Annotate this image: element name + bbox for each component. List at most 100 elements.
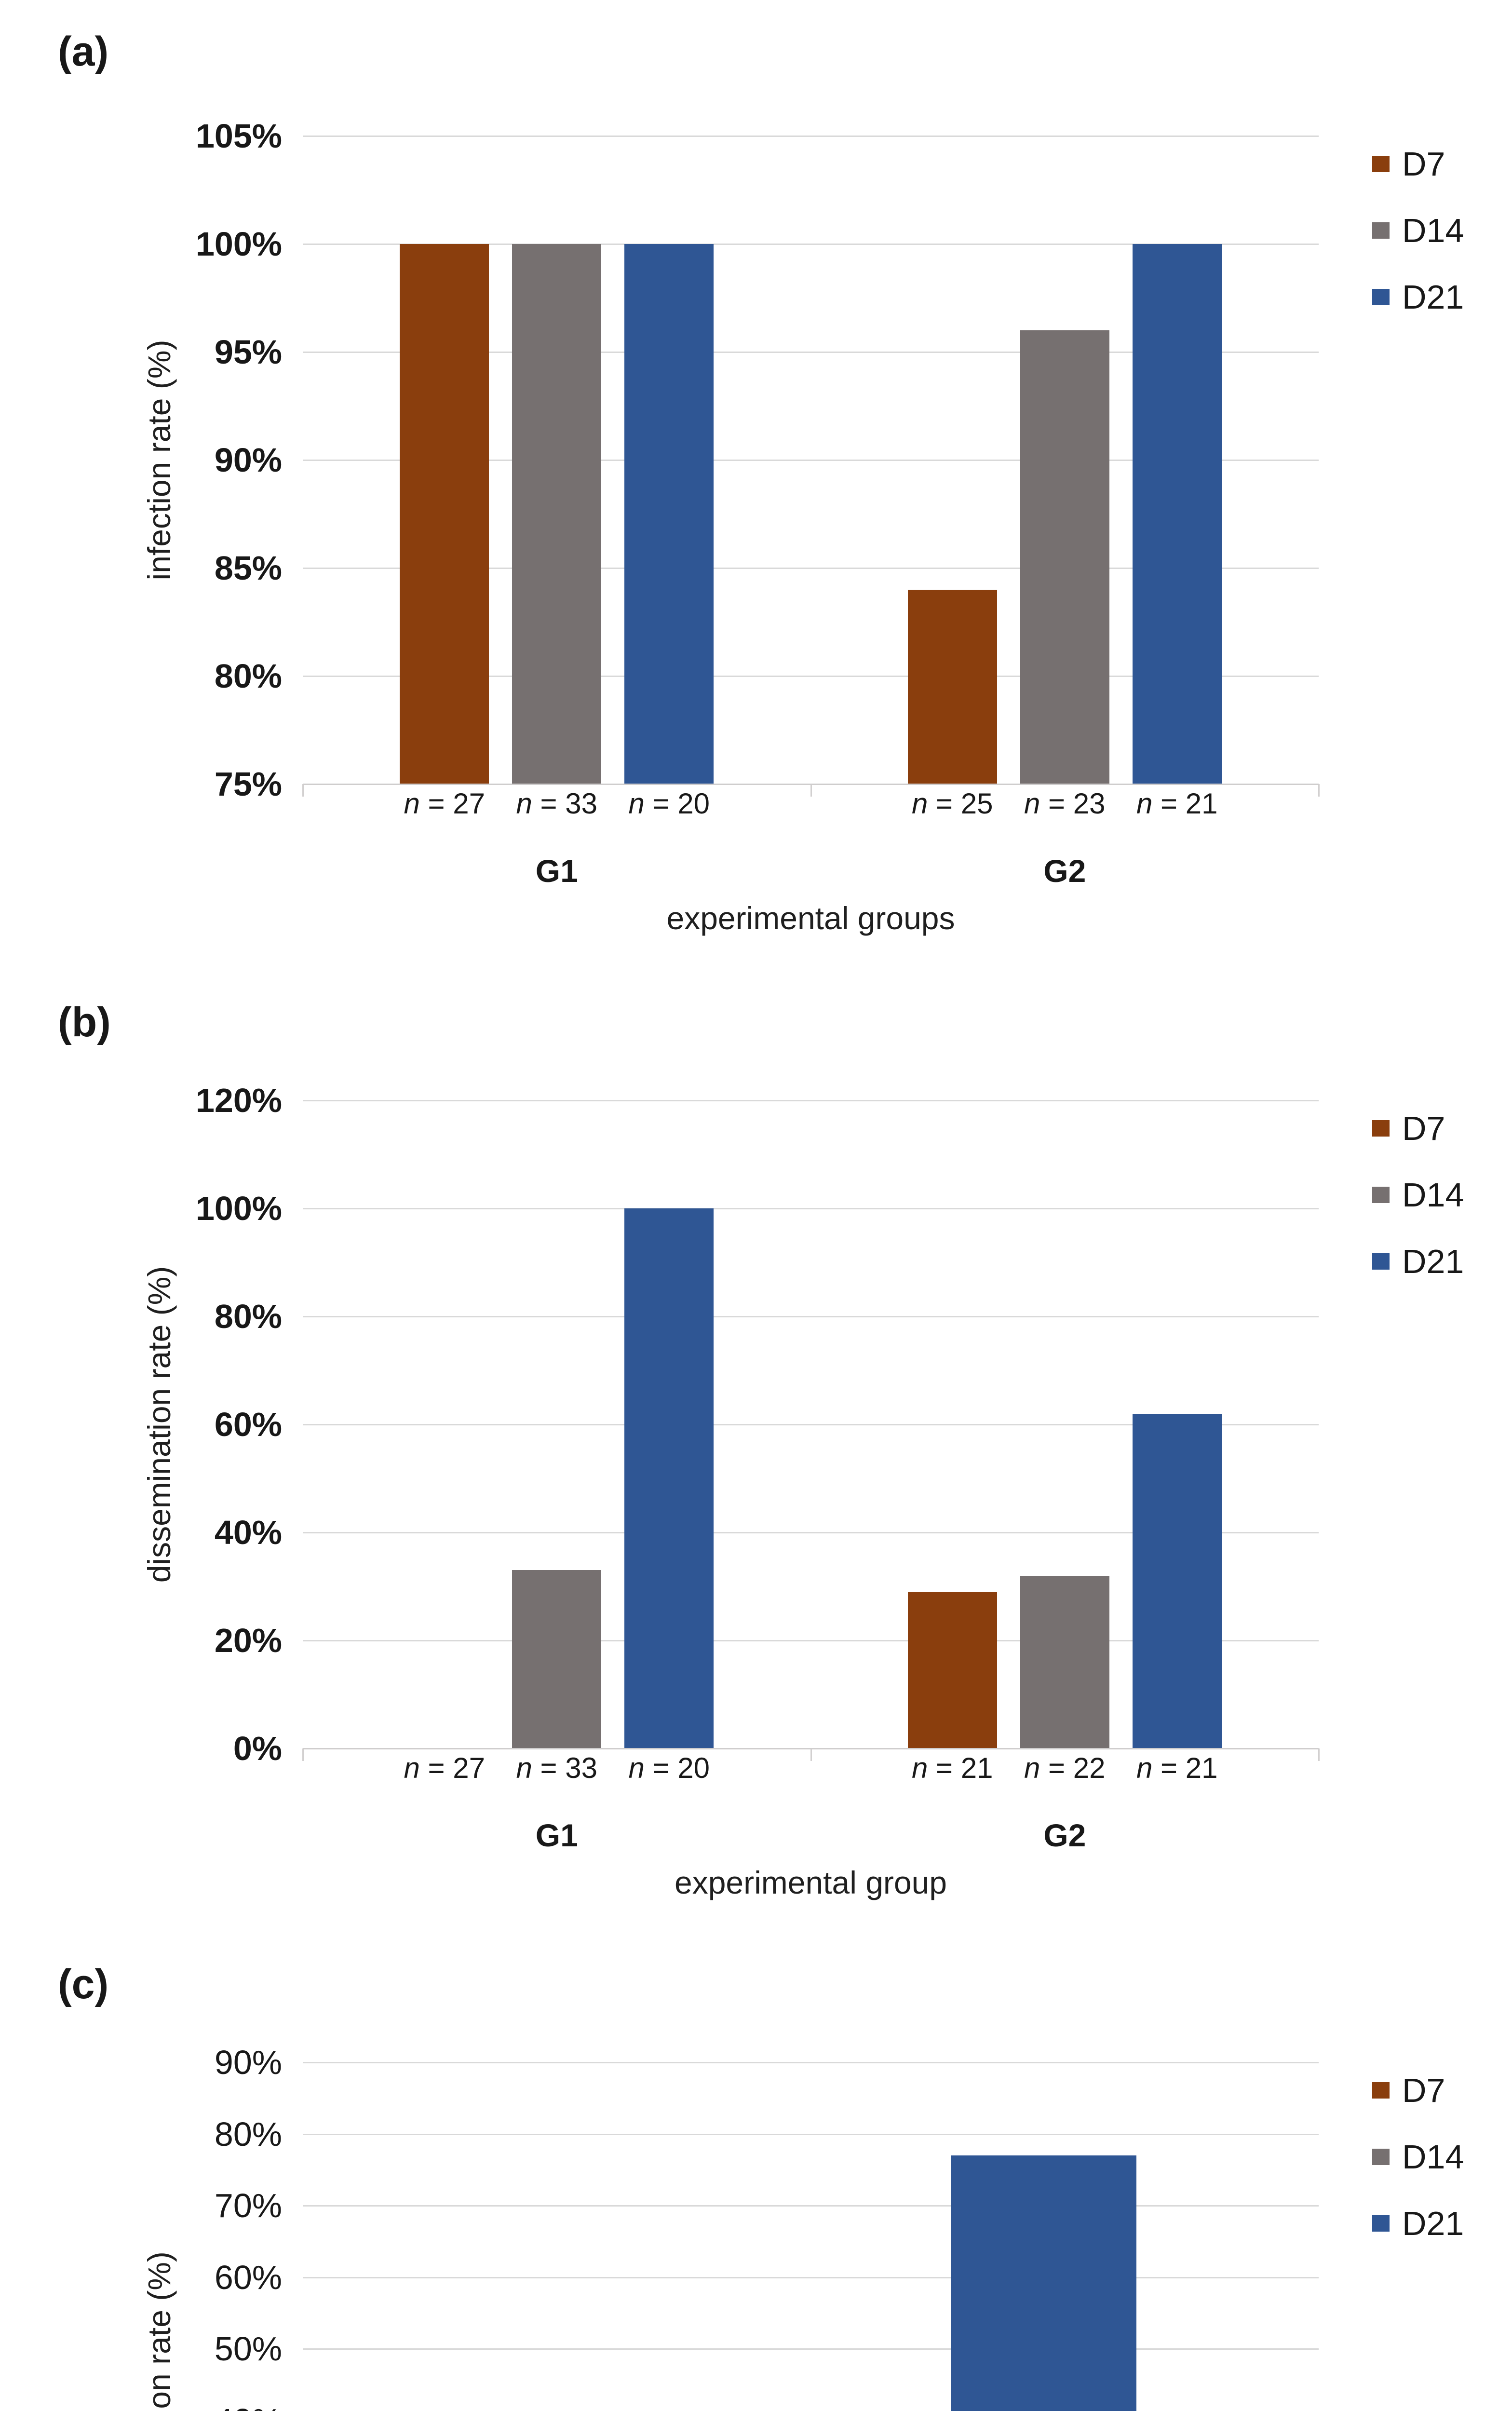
y-tick-label: 95% (214, 333, 282, 371)
bar-d7-g2 (907, 1592, 997, 1748)
y-tick-label: 120% (195, 1082, 282, 1119)
gridline (303, 1100, 1319, 1101)
bar-d21-g2 (951, 2155, 1136, 2411)
y-tick-label: 80% (214, 1298, 282, 1335)
axis-tick-mark (810, 784, 812, 797)
n-value: = 27 (419, 787, 485, 820)
n-value: = 33 (532, 787, 597, 820)
panel-label: (b) (58, 999, 111, 1045)
bar-d21-g1 (624, 244, 714, 784)
gridline (303, 1640, 1319, 1641)
bar-d21-g1 (624, 1208, 714, 1748)
bar-d14-g1 (512, 1570, 602, 1748)
n-value: = 25 (928, 787, 993, 820)
gridline (303, 244, 1319, 245)
legend-swatch-d7 (1372, 1120, 1390, 1137)
bar-d14-g1 (512, 244, 602, 784)
legend-swatch-d21 (1372, 289, 1390, 305)
y-tick-label: 0% (233, 1730, 282, 1767)
n-label: n = 25 (912, 789, 993, 818)
y-tick-label: 85% (214, 549, 282, 587)
gridline (303, 1424, 1319, 1425)
gridline (303, 2205, 1319, 2207)
bar-d14-g2 (1020, 330, 1109, 784)
n-symbol: n (1136, 787, 1153, 820)
bar-d14-g2 (1020, 1575, 1109, 1748)
legend-swatch-d21 (1372, 2215, 1390, 2232)
y-tick-label: 100% (195, 225, 282, 263)
n-symbol: n (404, 1752, 420, 1784)
y-tick-label: 80% (214, 2115, 282, 2153)
n-value: = 27 (419, 1752, 485, 1784)
gridline (303, 135, 1319, 137)
n-label: n = 23 (1024, 789, 1106, 818)
y-tick-label: 105% (195, 117, 282, 155)
legend-label-d14: D14 (1402, 1176, 1464, 1214)
legend-swatch-d21 (1372, 1253, 1390, 1270)
bar-d21-g2 (1132, 244, 1222, 784)
y-tick-label: 20% (214, 1622, 282, 1659)
n-symbol: n (912, 787, 928, 820)
n-value: = 23 (1040, 787, 1106, 820)
panel-label: (a) (58, 28, 109, 75)
bar-d7-g2 (907, 589, 997, 784)
legend-label-d7: D7 (1402, 145, 1445, 183)
y-tick-label: 40% (214, 1514, 282, 1551)
group-label-g2: G2 (1043, 853, 1086, 889)
y-tick-label: 100% (195, 1190, 282, 1227)
n-label: n = 20 (629, 1754, 710, 1783)
x-axis-line (303, 784, 1319, 785)
x-axis-line (303, 1748, 1319, 1749)
n-symbol: n (1024, 1752, 1040, 1784)
axis-tick-mark (302, 784, 304, 797)
n-label: n = 21 (912, 1754, 993, 1783)
bar-d7-g1 (400, 244, 489, 784)
legend-swatch-d14 (1372, 222, 1390, 239)
n-symbol: n (404, 787, 420, 820)
y-tick-label: 60% (214, 2258, 282, 2296)
n-label: n = 33 (516, 1754, 598, 1783)
n-symbol: n (1136, 1752, 1153, 1784)
n-symbol: n (516, 787, 532, 820)
n-label: n = 21 (1136, 789, 1218, 818)
group-label-g1: G1 (535, 853, 578, 889)
y-tick-label: 50% (214, 2330, 282, 2368)
y-tick-label: 70% (214, 2187, 282, 2225)
legend-swatch-d14 (1372, 2149, 1390, 2165)
n-symbol: n (628, 787, 645, 820)
n-value: = 21 (1152, 787, 1218, 820)
legend-label-d7: D7 (1402, 2072, 1445, 2109)
bar-d21-g2 (1132, 1413, 1222, 1748)
n-label: n = 27 (404, 789, 486, 818)
n-symbol: n (628, 1752, 645, 1784)
y-tick-label: 80% (214, 657, 282, 695)
n-value: = 20 (644, 1752, 710, 1784)
gridline (303, 568, 1319, 569)
n-symbol: n (912, 1752, 928, 1784)
panel-label: (c) (58, 1961, 109, 2007)
y-tick-label: 90% (214, 2044, 282, 2081)
legend-label-d21: D21 (1402, 2205, 1464, 2242)
n-label: n = 33 (516, 789, 598, 818)
n-symbol: n (516, 1752, 532, 1784)
n-value: = 21 (928, 1752, 993, 1784)
legend-label-d14: D14 (1402, 212, 1464, 249)
x-axis-title: experimental groups (666, 900, 955, 936)
n-label: n = 21 (1136, 1754, 1218, 1783)
gridline (303, 1316, 1319, 1317)
gridline (303, 2348, 1319, 2350)
legend-swatch-d14 (1372, 1187, 1390, 1203)
n-value: = 33 (532, 1752, 597, 1784)
n-value: = 21 (1152, 1752, 1218, 1784)
n-value: = 22 (1040, 1752, 1106, 1784)
y-tick-label: 75% (214, 765, 282, 803)
legend-label-d21: D21 (1402, 1243, 1464, 1280)
axis-tick-mark (1318, 1748, 1320, 1761)
group-label-g1: G1 (535, 1817, 578, 1853)
group-label-g2: G2 (1043, 1817, 1086, 1853)
gridline (303, 676, 1319, 677)
n-symbol: n (1024, 787, 1040, 820)
axis-tick-mark (1318, 784, 1320, 797)
n-label: n = 22 (1024, 1754, 1106, 1783)
